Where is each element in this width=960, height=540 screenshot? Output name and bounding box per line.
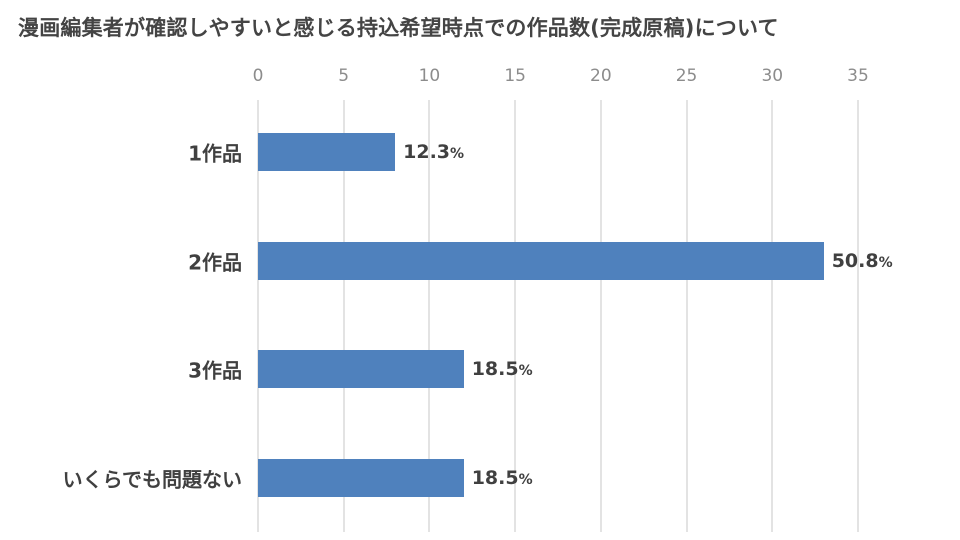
- category-label: 2作品: [188, 250, 242, 275]
- data-label-value: 18.5: [471, 467, 519, 489]
- gridline: [257, 100, 259, 532]
- data-label-value: 50.8: [831, 250, 879, 272]
- x-axis-tick-label: 35: [847, 66, 869, 86]
- percent-sign: %: [518, 472, 533, 488]
- x-axis-tick-label: 30: [761, 66, 784, 86]
- data-label: 18.5%: [472, 467, 533, 489]
- gridline: [599, 100, 602, 532]
- gridline: [771, 100, 774, 532]
- chart-title: 漫画編集者が確認しやすいと感じる持込希望時点での作品数(完成原稿)について: [18, 16, 779, 40]
- gridline: [685, 100, 688, 532]
- gridline: [428, 100, 431, 532]
- bar: [258, 350, 464, 388]
- percent-sign: %: [878, 255, 893, 271]
- gridline: [342, 100, 345, 532]
- category-label: 3作品: [188, 358, 242, 383]
- data-label: 18.5%: [472, 358, 533, 380]
- bar: [258, 459, 464, 497]
- data-label-value: 18.5: [471, 358, 519, 380]
- x-axis-tick-label: 10: [418, 66, 441, 86]
- bar: [258, 242, 824, 280]
- x-axis-tick-label: 20: [590, 66, 612, 86]
- gridline: [857, 100, 859, 532]
- x-axis-tick-label: 15: [504, 66, 526, 86]
- bar: [258, 133, 396, 171]
- percent-sign: %: [518, 363, 533, 379]
- x-axis-tick-label: 0: [252, 66, 264, 86]
- gridline: [514, 100, 517, 532]
- category-label: 1作品: [188, 141, 242, 166]
- data-label-value: 12.3: [403, 141, 451, 163]
- x-axis-tick-label: 25: [675, 66, 698, 86]
- data-label: 50.8%: [832, 250, 893, 272]
- x-axis-tick-label: 5: [338, 66, 350, 86]
- percent-sign: %: [450, 146, 465, 162]
- category-label: いくらでも問題ない: [62, 467, 242, 492]
- data-label: 12.3%: [403, 141, 464, 163]
